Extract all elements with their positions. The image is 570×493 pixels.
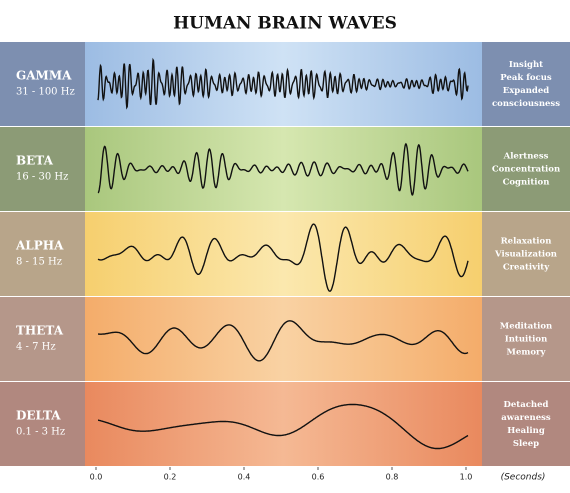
band-effect: Cognition <box>503 178 550 188</box>
band-label-panel <box>0 297 85 381</box>
band-background <box>85 212 482 296</box>
band-range: 16 - 30 Hz <box>16 172 68 183</box>
band-label-panel <box>0 382 85 466</box>
band-effect-panel <box>482 297 570 381</box>
band-background <box>85 297 482 381</box>
wave <box>97 142 469 196</box>
band-background <box>85 382 482 466</box>
band-range: 8 - 15 Hz <box>16 257 62 268</box>
tick-label: 0.0 <box>90 473 103 482</box>
band-effect: Expanded <box>503 86 550 96</box>
wave <box>98 403 469 450</box>
wave <box>97 223 469 292</box>
band-effect: Intuition <box>505 335 548 345</box>
band-effect: consciousness <box>492 99 560 109</box>
band-label-panel <box>0 127 85 211</box>
axis-unit: (Seconds) <box>501 473 546 483</box>
band-effect: Meditation <box>500 322 552 332</box>
band-effect: Healing <box>507 426 545 436</box>
band-name: GAMMA <box>16 69 72 83</box>
band-label-panel <box>0 212 85 296</box>
band-effect: Sleep <box>513 439 539 449</box>
band-effect: Concentration <box>492 165 560 175</box>
wave <box>97 57 469 110</box>
title: HUMAN BRAIN WAVES <box>173 14 397 34</box>
band-effect: Visualization <box>494 250 557 260</box>
band-label-panel <box>0 42 85 126</box>
band-effect-panel <box>482 382 570 466</box>
band-effect: Alertness <box>503 152 549 162</box>
band-effect: awareness <box>501 413 551 423</box>
band-range: 4 - 7 Hz <box>16 342 56 353</box>
band-range: 31 - 100 Hz <box>16 87 75 98</box>
band-effect: Memory <box>507 348 547 358</box>
band-effect-panel <box>482 42 570 126</box>
tick-label: 1.0 <box>460 473 473 482</box>
band-effect-panel <box>482 127 570 211</box>
band-range: 0.1 - 3 Hz <box>16 427 65 438</box>
band-effect: Creativity <box>503 263 550 273</box>
band-name: DELTA <box>16 409 61 423</box>
band-name: ALPHA <box>15 239 64 253</box>
band-name: THETA <box>16 324 64 338</box>
tick-label: 0.8 <box>386 473 399 482</box>
wave <box>98 320 469 362</box>
band-effect: Peak focus <box>500 73 552 83</box>
tick-label: 0.2 <box>164 473 177 482</box>
tick-label: 0.6 <box>312 473 325 482</box>
band-effect: Insight <box>509 60 543 70</box>
band-effect-panel <box>482 212 570 296</box>
tick-label: 0.4 <box>238 473 251 482</box>
band-name: BETA <box>16 154 54 168</box>
band-effect: Detached <box>504 400 549 410</box>
band-effect: Relaxation <box>501 237 552 247</box>
